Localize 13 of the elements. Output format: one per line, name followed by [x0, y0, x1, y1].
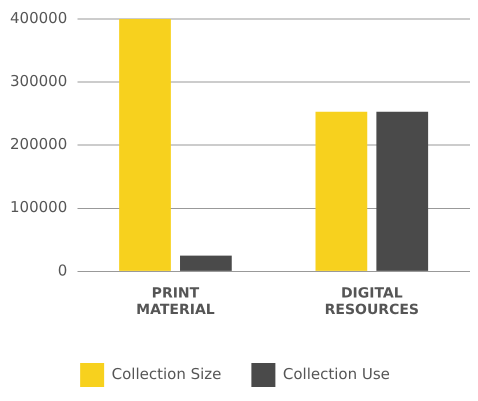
- bar: [180, 256, 232, 271]
- y-tick-label: 400000: [10, 8, 68, 27]
- x-tick-label: PRINT MATERIAL: [136, 285, 215, 318]
- y-tick-label: 200000: [10, 135, 68, 154]
- bar: [316, 112, 368, 271]
- bar: [119, 19, 171, 271]
- y-tick-label: 0: [58, 261, 68, 280]
- y-tick-label: 300000: [10, 72, 68, 90]
- x-tick-label: DIGITAL RESOURCES: [324, 285, 420, 318]
- legend-label: Collection Use: [282, 364, 390, 383]
- legend-label: Collection Size: [112, 364, 222, 383]
- y-tick-label: 100000: [10, 198, 68, 216]
- bar: [376, 112, 428, 271]
